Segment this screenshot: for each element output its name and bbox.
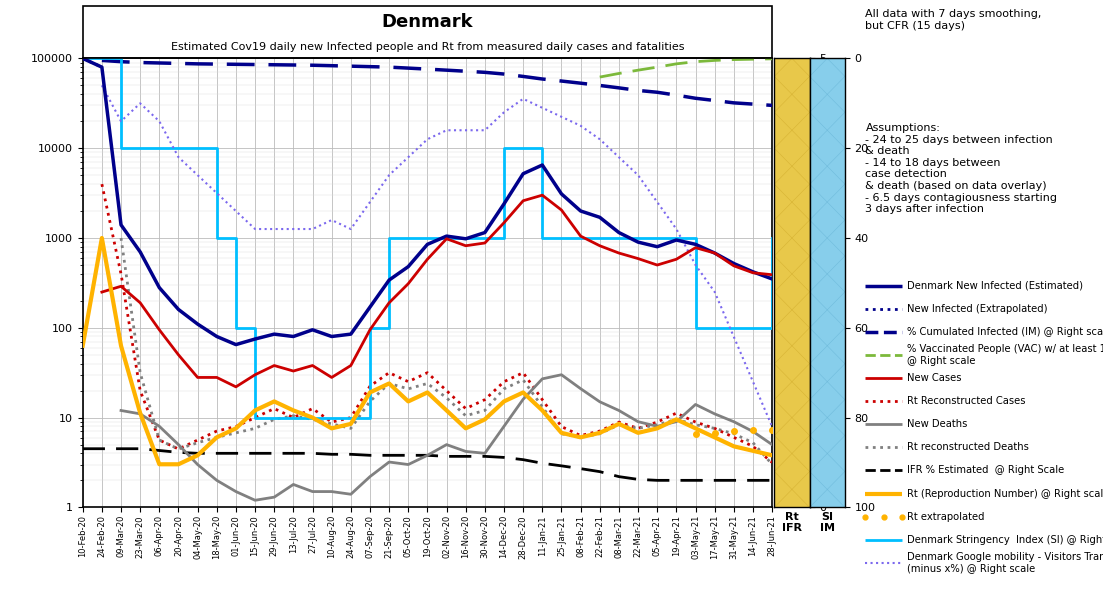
X-axis label: SI
IM: SI IM xyxy=(820,512,835,533)
X-axis label: Rt
IFR: Rt IFR xyxy=(782,512,802,533)
Text: New Deaths: New Deaths xyxy=(907,419,967,429)
Text: Denmark Google mobility - Visitors Transit
(minus x%) @ Right scale: Denmark Google mobility - Visitors Trans… xyxy=(907,552,1103,574)
Text: New Infected (Extrapolated): New Infected (Extrapolated) xyxy=(907,304,1048,314)
Text: Rt Reconstructed Cases: Rt Reconstructed Cases xyxy=(907,396,1026,407)
Text: Rt (Reproduction Number) @ Right scale: Rt (Reproduction Number) @ Right scale xyxy=(907,488,1103,499)
Text: IFR % Estimated  @ Right Scale: IFR % Estimated @ Right Scale xyxy=(907,466,1064,475)
Text: New Cases: New Cases xyxy=(907,373,962,383)
Text: Denmark Stringency  Index (SI) @ Right scale: Denmark Stringency Index (SI) @ Right sc… xyxy=(907,534,1103,545)
Text: Assumptions:
- 24 to 25 days between infection
& death
- 14 to 18 days between
c: Assumptions: - 24 to 25 days between inf… xyxy=(866,123,1058,214)
Text: Denmark: Denmark xyxy=(382,13,473,31)
Text: % Cumulated Infected (IM) @ Right scale: % Cumulated Infected (IM) @ Right scale xyxy=(907,327,1103,337)
Text: Denmark New Infected (Estimated): Denmark New Infected (Estimated) xyxy=(907,281,1083,291)
Text: Rt extrapolated: Rt extrapolated xyxy=(907,512,985,522)
Text: All data with 7 days smoothing,
but CFR (15 days): All data with 7 days smoothing, but CFR … xyxy=(866,9,1042,31)
Text: % Vaccinated People (VAC) w/ at least 1 dose
@ Right scale: % Vaccinated People (VAC) w/ at least 1 … xyxy=(907,344,1103,366)
Text: Estimated Cov19 daily new Infected people and Rt from measured daily cases and f: Estimated Cov19 daily new Infected peopl… xyxy=(171,42,684,52)
Text: Rt reconstructed Deaths: Rt reconstructed Deaths xyxy=(907,442,1029,453)
